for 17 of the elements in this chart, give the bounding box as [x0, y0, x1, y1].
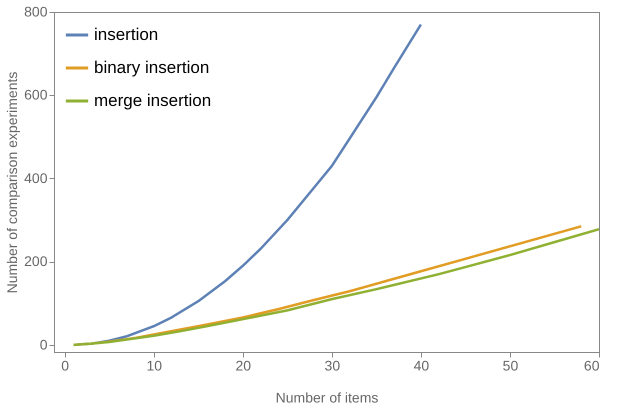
y-tick-label: 0 — [40, 336, 48, 352]
y-tick-label: 800 — [24, 4, 48, 20]
legend-label: merge insertion — [94, 91, 212, 110]
legend-label: binary insertion — [94, 58, 210, 77]
y-tick-label: 600 — [24, 86, 48, 103]
x-tick-label: 40 — [414, 358, 430, 374]
y-axis-title: Number of comparison experiments — [4, 72, 20, 294]
y-tick-label: 200 — [24, 253, 48, 270]
x-axis-title: Number of items — [276, 390, 378, 406]
x-tick-label: 50 — [502, 358, 518, 374]
x-tick-label: 30 — [324, 358, 340, 374]
x-tick-label: 0 — [61, 358, 70, 374]
x-tick-label: 60 — [584, 358, 600, 374]
x-tick-label: 20 — [236, 358, 252, 374]
x-tick-label: 10 — [146, 358, 162, 374]
legend-label: insertion — [94, 25, 158, 44]
y-tick-label: 400 — [24, 170, 48, 186]
